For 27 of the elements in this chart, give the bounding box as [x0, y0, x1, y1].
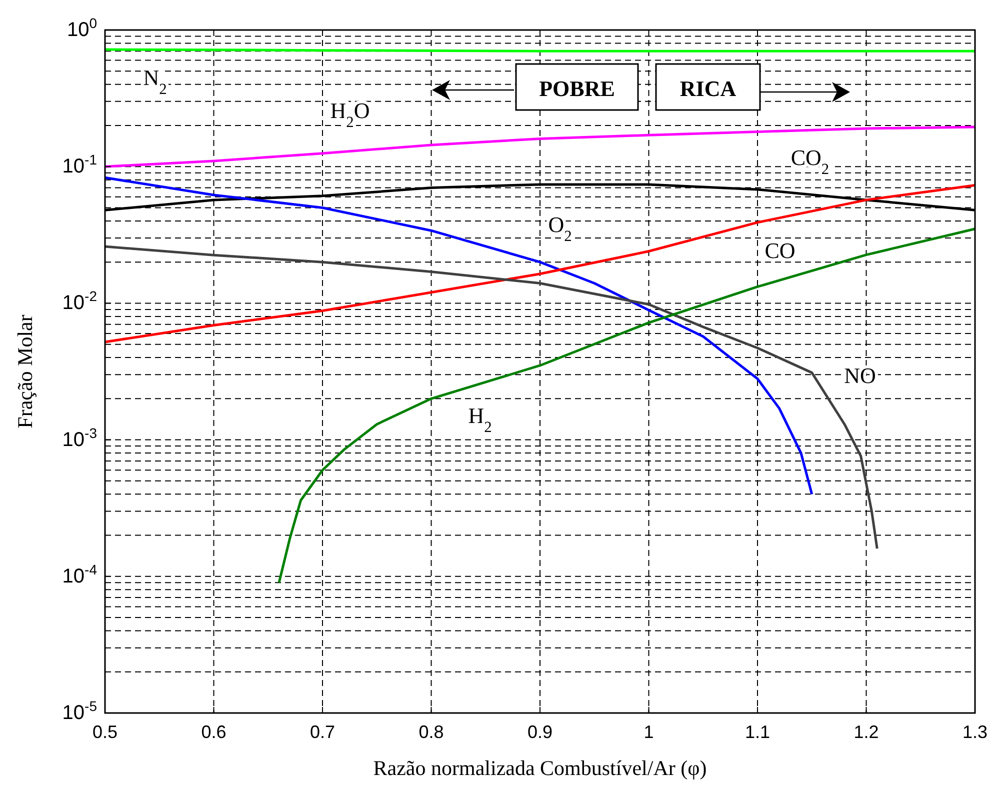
x-tick-label: 1.1: [744, 722, 770, 742]
series-label: CO: [764, 238, 796, 263]
x-tick-label: 1.2: [854, 722, 879, 742]
y-tick-label: 10$^{-5}$: [62, 698, 98, 724]
line-series: [104, 184, 976, 344]
y-tick-label: 10$^{-2}$: [62, 288, 98, 314]
y-tick-label: 10$^{0}$: [66, 15, 98, 41]
x-tick-label: 0.9: [527, 722, 553, 742]
x-tick-label: 0.6: [201, 722, 226, 742]
x-tick-label: 0.7: [310, 722, 336, 742]
series-label: N$_{2}$: [143, 65, 167, 98]
y-tick-label: 10$^{-4}$: [62, 561, 98, 588]
line-series: [104, 176, 814, 496]
series-label: H$_{2}$: [468, 403, 492, 436]
x-axis-title: Razão normalizada Combustível/Ar (φ): [373, 756, 707, 780]
annotation: RICA: [680, 76, 736, 101]
series-label: NO: [844, 363, 876, 388]
x-tick-label: 0.8: [418, 722, 444, 742]
x-tick-label: 1.3: [962, 722, 988, 742]
series-label: CO$_{2}$: [790, 145, 830, 178]
x-tick-label: 1: [644, 722, 654, 742]
y-tick-label: 10$^{-1}$: [62, 152, 98, 178]
y-tick-label: 10$^{-3}$: [62, 424, 98, 451]
y-axis-title: Fração Molar: [13, 314, 37, 428]
annotation: POBRE: [539, 76, 615, 101]
x-tick-label: 0.5: [92, 722, 118, 742]
line-series: [104, 245, 878, 550]
